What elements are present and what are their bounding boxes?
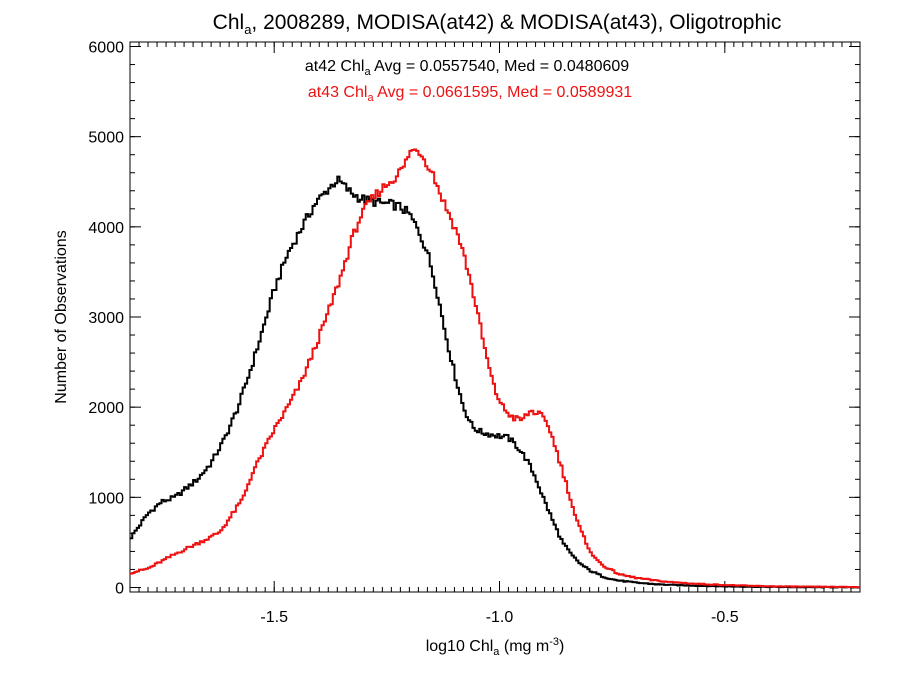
- major-ticks: [130, 42, 860, 592]
- histogram-at42: [130, 175, 860, 589]
- series-layer: [130, 148, 860, 589]
- y-tick-label: 5000: [88, 130, 124, 147]
- y-tick-label: 0: [115, 580, 124, 597]
- y-tick-label: 1000: [88, 490, 124, 507]
- chart-title: Chla, 2008289, MODISA(at42) & MODISA(at4…: [213, 11, 782, 37]
- legend-at43-subscript: a: [367, 92, 374, 104]
- minor-ticks: [130, 42, 861, 592]
- x-axis-label: log10 Chla (mg m-3): [426, 636, 565, 658]
- y-axis-label: Number of Observations: [53, 230, 70, 403]
- legend-at43-suffix: Avg = 0.0661595, Med = 0.0589931: [374, 84, 633, 101]
- x-axis-label-subscript: a: [493, 646, 500, 658]
- legend-at43-stats: at43 Chla Avg = 0.0661595, Med = 0.05899…: [308, 84, 632, 104]
- x-tick-label: -1.5: [260, 609, 288, 626]
- x-axis-label-prefix: log10 Chl: [426, 638, 494, 655]
- chart-title-prefix: Chl: [213, 11, 245, 34]
- y-tick-label: 4000: [88, 220, 124, 237]
- chart-title-subscript: a: [244, 22, 252, 37]
- x-axis-label-suffix: ): [559, 638, 564, 655]
- tick-labels: -1.5 -1.0 -0.5 0 1000 2000 3000 4000 5000 6000: [88, 40, 738, 626]
- legend-at42-prefix: at42 Chl: [305, 58, 365, 75]
- x-tick-label: -1.0: [486, 609, 514, 626]
- x-axis-label-middle: (mg m: [499, 638, 549, 655]
- legend-at42-suffix: Avg = 0.0557540, Med = 0.0480609: [371, 58, 630, 75]
- y-tick-label: 2000: [88, 400, 124, 417]
- legend-at43-prefix: at43 Chl: [308, 84, 368, 101]
- x-axis-label-superscript: -3: [549, 636, 559, 648]
- plot-frame: [129, 41, 861, 593]
- legend-at42-stats: at42 Chla Avg = 0.0557540, Med = 0.04806…: [305, 58, 629, 78]
- y-tick-label: 6000: [88, 40, 124, 57]
- chart-title-suffix: , 2008289, MODISA(at42) & MODISA(at43), …: [251, 11, 781, 34]
- x-tick-label: -0.5: [711, 609, 739, 626]
- legend-at42-subscript: a: [364, 66, 371, 78]
- y-tick-label: 3000: [88, 310, 124, 327]
- histogram-at43: [130, 148, 860, 589]
